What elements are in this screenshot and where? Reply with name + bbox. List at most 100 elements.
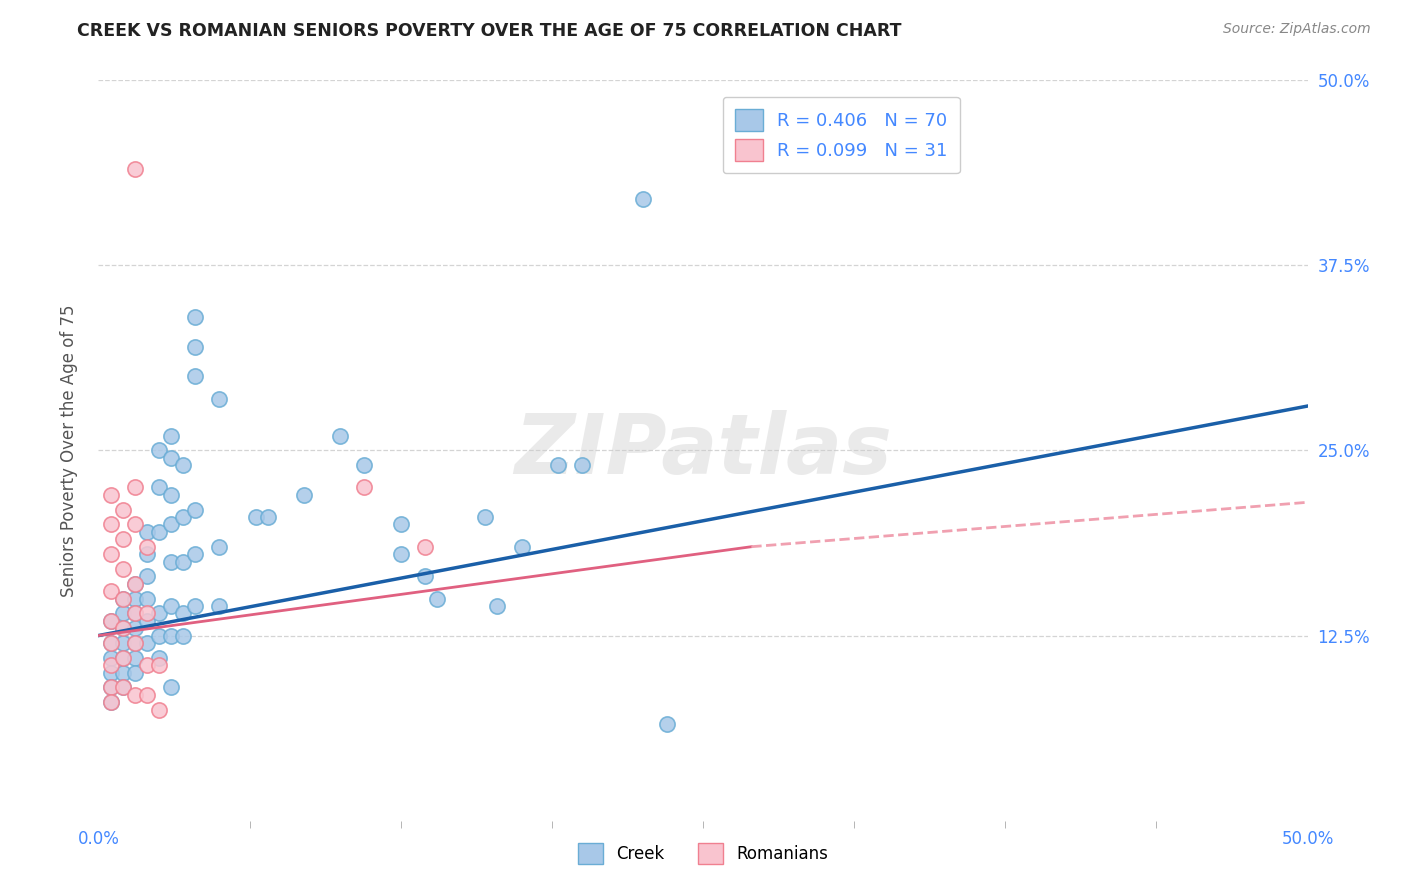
Point xyxy=(148,650,170,665)
Point xyxy=(172,510,194,524)
Point xyxy=(124,688,146,702)
Point xyxy=(124,576,146,591)
Text: CREEK VS ROMANIAN SENIORS POVERTY OVER THE AGE OF 75 CORRELATION CHART: CREEK VS ROMANIAN SENIORS POVERTY OVER T… xyxy=(77,22,901,40)
Point xyxy=(124,636,146,650)
Point xyxy=(135,688,157,702)
Point xyxy=(124,607,146,621)
Point xyxy=(148,480,170,494)
Point xyxy=(124,480,146,494)
Point xyxy=(135,524,157,539)
Point xyxy=(100,517,122,532)
Point xyxy=(100,665,122,680)
Point xyxy=(148,607,170,621)
Point xyxy=(148,628,170,642)
Point xyxy=(256,510,278,524)
Point xyxy=(135,614,157,628)
Point xyxy=(160,517,183,532)
Text: Source: ZipAtlas.com: Source: ZipAtlas.com xyxy=(1223,22,1371,37)
Point xyxy=(124,576,146,591)
Point xyxy=(100,695,122,709)
Point xyxy=(208,540,231,554)
Point xyxy=(329,428,352,442)
Point xyxy=(111,621,134,635)
Point xyxy=(245,510,267,524)
Point xyxy=(111,650,134,665)
Point xyxy=(547,458,569,473)
Point xyxy=(474,510,496,524)
Text: ZIPatlas: ZIPatlas xyxy=(515,410,891,491)
Point xyxy=(135,658,157,673)
Point xyxy=(100,547,122,561)
Point xyxy=(148,443,170,458)
Point xyxy=(413,540,436,554)
Point xyxy=(124,607,146,621)
Point xyxy=(389,517,412,532)
Point xyxy=(353,480,375,494)
Point xyxy=(148,658,170,673)
Point xyxy=(111,502,134,516)
Point xyxy=(160,599,183,613)
Point xyxy=(172,458,194,473)
Y-axis label: Seniors Poverty Over the Age of 75: Seniors Poverty Over the Age of 75 xyxy=(59,304,77,597)
Point xyxy=(510,540,533,554)
Point xyxy=(124,591,146,606)
Point xyxy=(184,340,207,354)
Point xyxy=(100,614,122,628)
Point xyxy=(124,621,146,635)
Point xyxy=(124,162,146,177)
Point xyxy=(389,547,412,561)
Point xyxy=(111,636,134,650)
Point xyxy=(413,569,436,583)
Point xyxy=(184,369,207,384)
Point xyxy=(172,607,194,621)
Point xyxy=(111,681,134,695)
Point xyxy=(111,607,134,621)
Point xyxy=(208,599,231,613)
Point xyxy=(571,458,593,473)
Point xyxy=(160,488,183,502)
Point xyxy=(172,628,194,642)
Point xyxy=(353,458,375,473)
Point xyxy=(135,636,157,650)
Point xyxy=(184,502,207,516)
Point xyxy=(135,569,157,583)
Point xyxy=(100,614,122,628)
Point xyxy=(111,591,134,606)
Point xyxy=(135,607,157,621)
Point xyxy=(148,703,170,717)
Point xyxy=(135,547,157,561)
Point xyxy=(486,599,509,613)
Point xyxy=(100,636,122,650)
Point xyxy=(135,540,157,554)
Point xyxy=(160,555,183,569)
Point xyxy=(124,665,146,680)
Point xyxy=(100,695,122,709)
Point xyxy=(100,681,122,695)
Point xyxy=(184,547,207,561)
Point xyxy=(124,517,146,532)
Point xyxy=(111,621,134,635)
Point xyxy=(124,636,146,650)
Point xyxy=(631,192,654,206)
Point xyxy=(172,555,194,569)
Point xyxy=(111,665,134,680)
Point xyxy=(111,562,134,576)
Point xyxy=(100,636,122,650)
Point xyxy=(124,650,146,665)
Point xyxy=(100,658,122,673)
Point xyxy=(148,524,170,539)
Point xyxy=(100,681,122,695)
Point xyxy=(160,450,183,465)
Point xyxy=(160,428,183,442)
Point xyxy=(184,599,207,613)
Point xyxy=(100,584,122,599)
Point xyxy=(111,591,134,606)
Point xyxy=(135,591,157,606)
Point xyxy=(208,392,231,406)
Point xyxy=(111,681,134,695)
Point xyxy=(160,681,183,695)
Legend: R = 0.406   N = 70, R = 0.099   N = 31: R = 0.406 N = 70, R = 0.099 N = 31 xyxy=(723,96,960,173)
Legend: Creek, Romanians: Creek, Romanians xyxy=(571,837,835,871)
Point xyxy=(100,650,122,665)
Point xyxy=(184,310,207,325)
